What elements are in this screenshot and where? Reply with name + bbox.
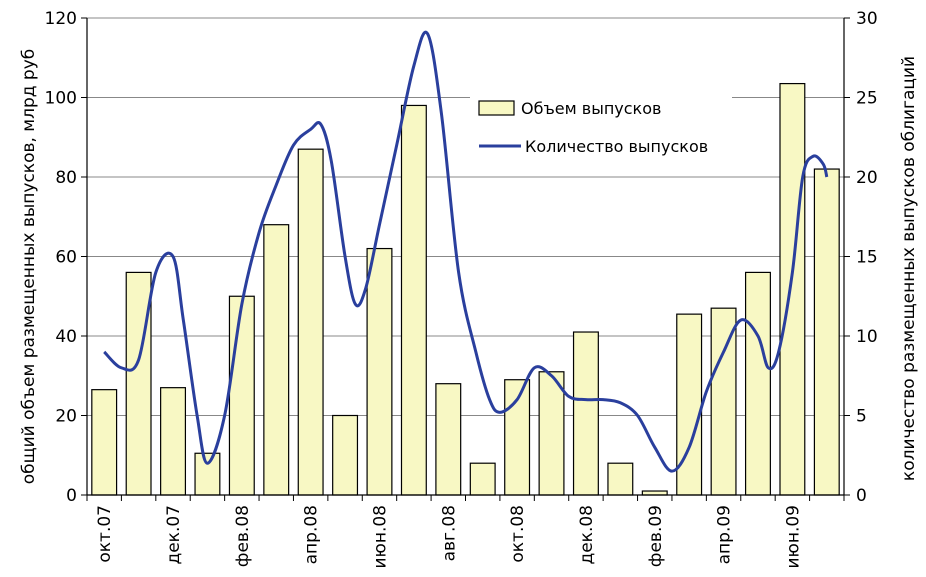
bar [744,271,771,496]
legend: Объем выпусков Количество выпусков [470,88,732,164]
bar [435,383,462,496]
x-tick-label: фев.08 [233,505,253,567]
line-series [103,30,829,473]
x-tick-label: окт.07 [95,505,115,563]
series-line [103,30,829,473]
right-tick-label: 20 [856,168,878,188]
right-tick-label: 10 [856,327,878,347]
right-tick-label: 30 [856,9,878,29]
bar [228,295,255,496]
bar [160,387,187,496]
right-tick-label: 25 [856,89,878,109]
legend-line-label: Количество выпусков [525,137,708,156]
left-tick-label: 0 [66,486,77,506]
x-tick-label: апр.09 [715,505,735,564]
right-tick-label: 5 [856,407,867,427]
right-tick-label: 15 [856,248,878,268]
x-tick-label: июн.09 [783,505,803,569]
bar [91,389,118,496]
left-tick-label: 120 [45,9,77,29]
bar [297,148,324,496]
x-tick-label: дек.08 [577,505,597,565]
left-axis-title: общий объем размещенных выпусков, млрд р… [19,49,39,485]
x-tick-label: дек.07 [164,505,184,565]
bar [676,313,703,496]
bar [504,379,531,496]
left-tick-label: 20 [55,407,77,427]
x-tick-label: авг.08 [439,505,459,561]
right-tick-label: 0 [856,486,867,506]
bar [194,452,221,496]
right-axis-title: количество размещенных выпусков облигаци… [899,56,919,481]
bar [538,371,565,496]
bar [263,224,290,496]
bar-series [91,82,840,496]
bar [332,414,359,496]
left-tick-label: 40 [55,327,77,347]
x-tick-label: фев.09 [646,505,666,567]
x-tick-label: апр.08 [302,505,322,564]
bar [710,307,737,496]
bar [779,82,806,496]
bar [572,331,599,496]
gridlines [87,17,844,416]
bar [125,271,152,496]
bar [366,247,393,496]
bar [607,462,634,496]
x-tick-label: июн.08 [370,505,390,569]
left-tick-label: 60 [55,248,77,268]
left-tick-label: 80 [55,168,77,188]
bar [400,104,427,496]
axes: 0 20 40 60 80 100 120 0 5 10 15 20 25 30 окт.07 дек.07 ф… [19,9,919,569]
bar [469,462,496,496]
legend-bar-label: Объем выпусков [521,99,661,118]
x-tick-label: окт.08 [508,505,528,563]
left-tick-label: 100 [45,89,77,109]
bar [813,168,840,496]
legend-bar-swatch [478,100,515,116]
